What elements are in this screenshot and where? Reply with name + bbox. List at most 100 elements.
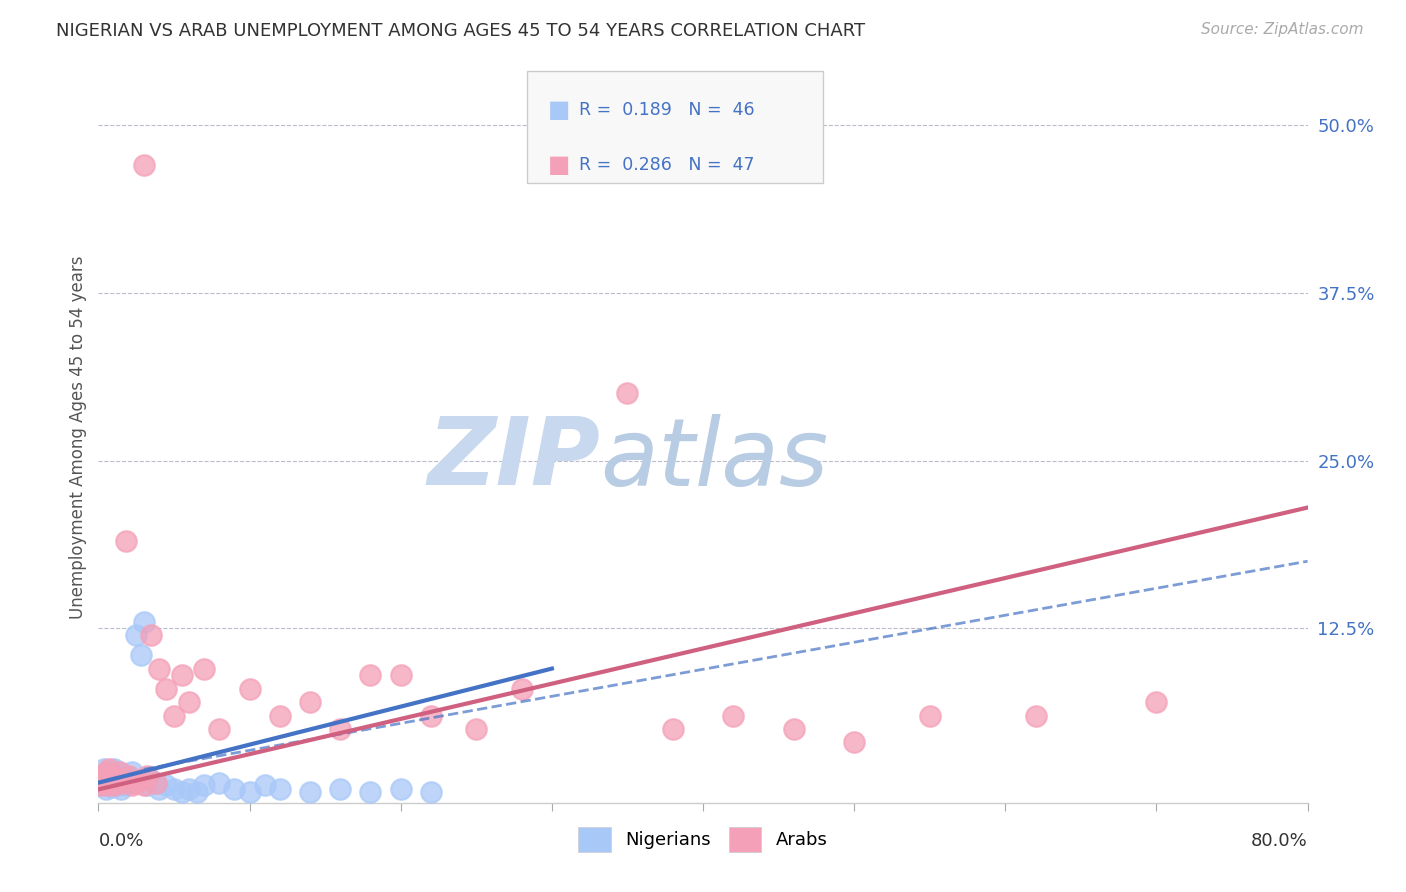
Point <box>723 708 745 723</box>
Y-axis label: Unemployment Among Ages 45 to 54 years: Unemployment Among Ages 45 to 54 years <box>69 255 87 619</box>
Point <box>90 772 112 787</box>
Text: NIGERIAN VS ARAB UNEMPLOYMENT AMONG AGES 45 TO 54 YEARS CORRELATION CHART: NIGERIAN VS ARAB UNEMPLOYMENT AMONG AGES… <box>56 22 865 40</box>
Point <box>100 769 122 783</box>
Point <box>98 769 121 783</box>
Point <box>170 668 193 682</box>
Point <box>783 722 806 736</box>
Point <box>105 772 128 787</box>
Point <box>141 772 163 787</box>
Point <box>96 764 118 779</box>
Point <box>239 785 262 799</box>
Point <box>360 785 382 799</box>
Point <box>121 764 143 779</box>
Point <box>179 695 201 709</box>
Point <box>125 775 148 789</box>
Point <box>155 681 177 696</box>
Point <box>329 782 352 797</box>
Point <box>918 708 941 723</box>
Point <box>155 778 177 792</box>
Point <box>145 775 167 789</box>
Point <box>844 735 866 749</box>
Text: ZIP: ZIP <box>427 413 600 505</box>
Point <box>110 775 132 789</box>
Point <box>129 648 152 662</box>
Point <box>299 785 322 799</box>
Point <box>132 778 155 792</box>
Point <box>163 708 186 723</box>
Point <box>616 386 638 401</box>
Point <box>94 764 117 779</box>
Point <box>93 762 115 776</box>
Point <box>118 769 141 783</box>
Point <box>269 782 291 797</box>
Point <box>121 778 143 792</box>
Text: R =  0.189   N =  46: R = 0.189 N = 46 <box>579 101 755 119</box>
Point <box>101 775 124 789</box>
Point <box>132 615 155 629</box>
Point <box>110 782 132 797</box>
Point <box>1024 708 1046 723</box>
Point <box>98 762 121 776</box>
Point <box>114 534 136 549</box>
Point <box>111 772 134 787</box>
Point <box>93 775 115 789</box>
Point <box>89 775 111 789</box>
Point <box>193 778 215 792</box>
Point <box>129 772 152 787</box>
Point <box>389 782 412 797</box>
Point <box>360 668 382 682</box>
Point <box>96 778 118 792</box>
Text: atlas: atlas <box>600 414 828 505</box>
Point <box>100 775 122 789</box>
Point <box>107 764 129 779</box>
Point <box>112 778 135 792</box>
Point <box>253 778 276 792</box>
Point <box>101 780 124 794</box>
Point <box>148 662 170 676</box>
Point <box>465 722 488 736</box>
Text: 80.0%: 80.0% <box>1251 832 1308 850</box>
Point <box>132 158 155 172</box>
Text: ■: ■ <box>548 153 571 177</box>
Point <box>103 778 125 792</box>
Point <box>389 668 412 682</box>
Point <box>103 772 125 787</box>
Point <box>91 769 114 783</box>
Point <box>91 778 114 792</box>
Point <box>170 785 193 799</box>
Point <box>108 775 131 789</box>
Point <box>208 775 231 789</box>
Point <box>135 769 157 783</box>
Point <box>299 695 322 709</box>
Point <box>239 681 262 696</box>
Point <box>186 785 208 799</box>
Point <box>105 778 128 792</box>
Point <box>420 785 443 799</box>
Point <box>510 681 533 696</box>
Point <box>420 708 443 723</box>
Point <box>93 772 115 787</box>
Point <box>224 782 246 797</box>
Point <box>108 764 131 779</box>
Point <box>104 769 127 783</box>
Point <box>208 722 231 736</box>
Text: Source: ZipAtlas.com: Source: ZipAtlas.com <box>1201 22 1364 37</box>
Text: ■: ■ <box>548 98 571 121</box>
Point <box>148 782 170 797</box>
Point <box>1144 695 1167 709</box>
Point <box>661 722 683 736</box>
Point <box>94 782 117 797</box>
Point <box>179 782 201 797</box>
Point <box>114 769 136 783</box>
Point <box>125 628 148 642</box>
Point <box>135 778 157 792</box>
Point <box>141 628 163 642</box>
Point <box>145 775 167 789</box>
Point <box>118 775 141 789</box>
Point <box>103 762 125 776</box>
Point <box>89 778 111 792</box>
Text: R =  0.286   N =  47: R = 0.286 N = 47 <box>579 156 755 174</box>
Point <box>269 708 291 723</box>
Point <box>90 769 112 783</box>
Point <box>96 778 118 792</box>
